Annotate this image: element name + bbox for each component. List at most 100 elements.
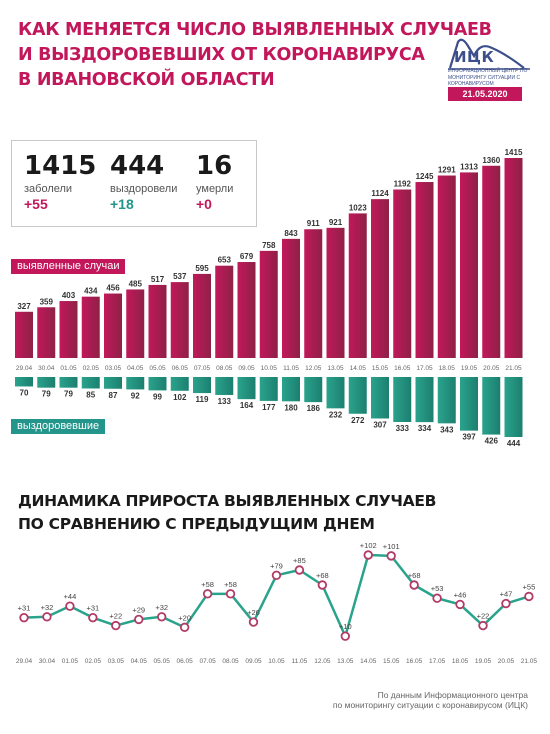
footnote-line-1: По данным Информационного центра bbox=[377, 690, 528, 700]
recovered-bar-label: 444 bbox=[507, 439, 521, 448]
recovered-bar-label: 79 bbox=[64, 390, 73, 399]
growth-point-label: +29 bbox=[132, 605, 145, 614]
line-x-tick: 02.05 bbox=[85, 658, 102, 665]
line-x-tick: 14.05 bbox=[360, 658, 377, 665]
case-bar-label: 1245 bbox=[416, 172, 434, 181]
recovered-bar bbox=[504, 377, 523, 437]
recovered-bar bbox=[15, 377, 33, 387]
section-title-line-2: ПО СРАВНЕНИЮ С ПРЕДЫДУЩИМ ДНЕМ bbox=[18, 515, 375, 533]
bar-x-tick: 15.05 bbox=[372, 365, 389, 372]
growth-point bbox=[134, 614, 144, 625]
case-bar-label: 456 bbox=[106, 284, 120, 293]
deaths-label: умерли bbox=[196, 183, 234, 195]
recovered-bar-label: 164 bbox=[240, 401, 254, 410]
recovered-label: выздоровели bbox=[110, 183, 178, 195]
growth-point-label: +32 bbox=[155, 603, 168, 612]
recovered-bar-label: 232 bbox=[329, 410, 343, 419]
recovered-bar-label: 343 bbox=[440, 425, 454, 434]
recovered-bar bbox=[259, 377, 278, 401]
recovered-bar bbox=[482, 377, 501, 435]
recovered-bar-label: 334 bbox=[418, 424, 432, 433]
recovered-bar bbox=[170, 377, 189, 391]
growth-point-label: +102 bbox=[360, 541, 377, 550]
growth-point-label: +58 bbox=[224, 580, 237, 589]
line-x-tick: 21.05 bbox=[521, 658, 538, 665]
recovered-bar bbox=[193, 377, 211, 394]
case-bar-label: 1313 bbox=[460, 162, 478, 171]
recovered-bar bbox=[237, 377, 256, 400]
ick-logo-icon bbox=[448, 38, 530, 70]
line-x-tick: 29.04 bbox=[16, 658, 33, 665]
case-bar-label: 434 bbox=[84, 287, 98, 296]
case-bar-label: 517 bbox=[151, 275, 165, 284]
bar-x-tick: 21.05 bbox=[505, 365, 522, 372]
growth-point bbox=[432, 593, 442, 603]
recovered-bar-label: 99 bbox=[153, 392, 162, 401]
growth-point-label: +79 bbox=[270, 561, 283, 570]
case-bar-label: 327 bbox=[17, 302, 31, 311]
title-line-2: И ВЫЗДОРОВЕВШИХ ОТ КОРОНАВИРУСА bbox=[18, 45, 425, 65]
line-x-tick: 09.05 bbox=[245, 658, 262, 665]
case-bar bbox=[415, 182, 434, 358]
case-bar-label: 843 bbox=[284, 229, 298, 238]
recovered-bar bbox=[371, 377, 389, 419]
bar-x-tick: 01.05 bbox=[60, 365, 77, 372]
case-bar-label: 1023 bbox=[349, 203, 367, 212]
line-x-tick: 08.05 bbox=[222, 658, 239, 665]
recovered-bar-label: 307 bbox=[373, 420, 387, 429]
line-x-tick: 05.05 bbox=[154, 658, 171, 665]
bar-x-tick: 04.05 bbox=[127, 365, 144, 372]
growth-point bbox=[317, 580, 328, 590]
growth-point-label: +44 bbox=[64, 592, 77, 601]
title-line-1: КАК МЕНЯЕТСЯ ЧИСЛО ВЫЯВЛЕННЫХ СЛУЧАЕВ bbox=[18, 20, 492, 40]
line-x-tick: 03.05 bbox=[108, 658, 125, 665]
bar-x-tick: 05.05 bbox=[149, 365, 166, 372]
line-x-tick: 04.05 bbox=[131, 658, 148, 665]
growth-point-label: +101 bbox=[383, 542, 400, 551]
growth-point-label: +46 bbox=[454, 590, 467, 599]
bar-x-tick: 20.05 bbox=[483, 365, 500, 372]
recovered-bar bbox=[215, 377, 234, 395]
recovered-bar bbox=[348, 377, 367, 414]
growth-point bbox=[111, 620, 121, 631]
section-title: ДИНАМИКА ПРИРОСТА ВЫЯВЛЕННЫХ СЛУЧАЕВ ПО … bbox=[18, 490, 436, 536]
recovered-bar-label: 333 bbox=[396, 424, 410, 433]
line-x-tick: 15.05 bbox=[383, 658, 400, 665]
growth-point bbox=[225, 589, 236, 599]
line-x-tick: 11.05 bbox=[292, 658, 308, 665]
case-bar-label: 911 bbox=[307, 219, 320, 228]
case-bar-label: 758 bbox=[262, 241, 276, 250]
case-bar bbox=[237, 262, 256, 358]
recovered-bar bbox=[393, 377, 412, 422]
recovered-bar bbox=[104, 377, 122, 389]
bar-x-tick: 02.05 bbox=[83, 365, 100, 372]
growth-point-label: +22 bbox=[109, 612, 122, 621]
recovered-bar bbox=[126, 377, 145, 390]
recovered-value: 444 bbox=[110, 151, 165, 181]
growth-point bbox=[478, 620, 488, 631]
bar-x-tick: 30.04 bbox=[38, 365, 55, 372]
case-bar bbox=[104, 293, 122, 358]
case-bar-label: 1124 bbox=[371, 189, 389, 198]
line-x-tick: 16.05 bbox=[406, 658, 423, 665]
case-bar bbox=[259, 250, 278, 358]
case-bar-label: 921 bbox=[329, 218, 343, 227]
bar-x-tick: 06.05 bbox=[172, 365, 189, 372]
growth-point bbox=[179, 622, 190, 633]
logo-name: ИЦК bbox=[454, 48, 495, 66]
growth-point bbox=[501, 598, 511, 609]
growth-point bbox=[42, 612, 52, 622]
growth-point bbox=[294, 565, 305, 575]
growth-point bbox=[340, 631, 350, 641]
case-bar-label: 1415 bbox=[505, 148, 523, 157]
growth-point bbox=[202, 589, 213, 599]
case-bar bbox=[437, 175, 456, 358]
bar-x-tick: 10.05 bbox=[261, 365, 278, 372]
growth-point-label: +58 bbox=[201, 580, 214, 589]
case-bar bbox=[126, 289, 145, 358]
bar-x-tick: 17.05 bbox=[416, 365, 433, 372]
growth-point-label: +32 bbox=[41, 603, 54, 612]
deaths-stat: 16 умерли +0 bbox=[196, 151, 233, 212]
cases-value: 1415 bbox=[24, 151, 97, 181]
recovered-bar-label: 426 bbox=[485, 437, 499, 446]
